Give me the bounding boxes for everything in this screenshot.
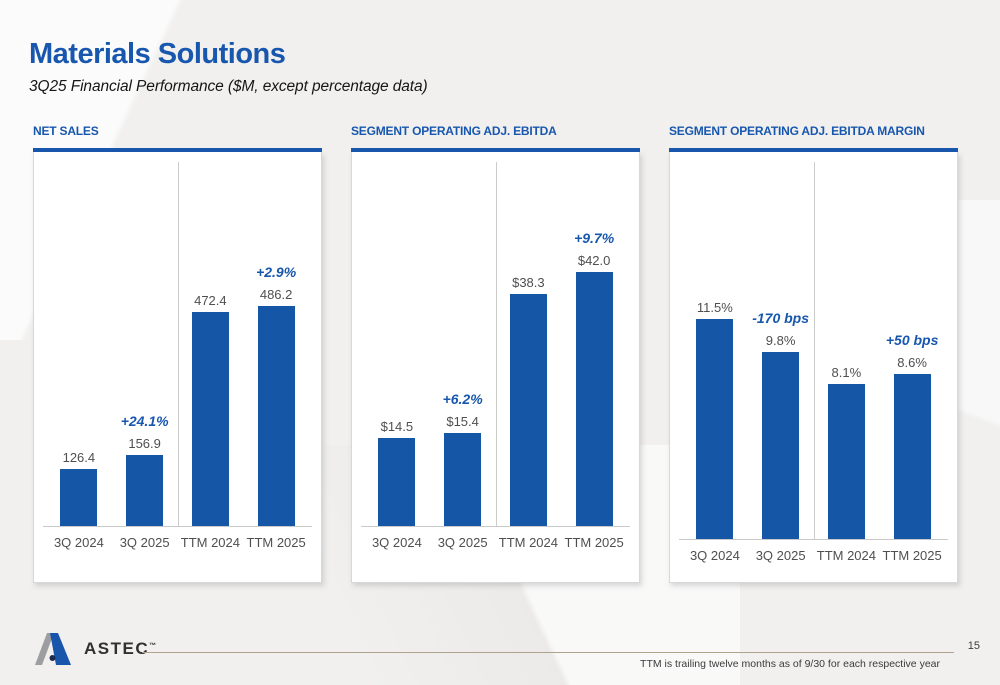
bar — [126, 455, 164, 526]
bar-group-3q-2024: $14.5 — [364, 419, 430, 526]
category-label: TTM 2024 — [816, 548, 876, 563]
category-label: 3Q 2025 — [437, 535, 488, 550]
category-label: 3Q 2024 — [371, 535, 422, 550]
footer-divider-line — [142, 652, 954, 653]
change-annotation: +9.7% — [574, 230, 615, 246]
plot-area: 11.5% -170 bps 9.8% 8.1% +50 bps 8.6% — [679, 152, 948, 540]
quarter-ttm-divider-line — [495, 162, 497, 526]
category-label: 3Q 2025 — [755, 548, 806, 563]
bar-value-label: $38.3 — [512, 275, 545, 290]
astec-logo: ASTEC™ — [33, 630, 156, 668]
quarter-ttm-divider-line — [177, 162, 179, 526]
bar — [378, 438, 416, 526]
bar-group-ttm-2024: 472.4 — [178, 293, 244, 526]
bar-value-label: 156.9 — [128, 436, 161, 451]
chart-heading-rule — [33, 148, 322, 152]
bar-value-label: 8.1% — [831, 365, 862, 380]
bar-group-3q-2024: 11.5% — [682, 300, 748, 539]
category-label: 3Q 2025 — [119, 535, 170, 550]
slide-footer: ASTEC™ 15 TTM is trailing twelve months … — [0, 625, 1000, 685]
plot-bars: $14.5 +6.2% $15.4 $38.3 +9.7% $42.0 — [361, 152, 630, 526]
chart-heading-rule — [351, 148, 640, 152]
charts-row: NET SALES 126.4 +24.1% 156.9 472.4 +2.9% 486.… — [33, 124, 958, 583]
trademark-symbol: ™ — [149, 642, 157, 650]
chart-panel: 126.4 +24.1% 156.9 472.4 +2.9% 486.2 3Q 2024 3… — [33, 152, 322, 583]
category-label: TTM 2025 — [882, 548, 942, 563]
chart-heading: SEGMENT OPERATING ADJ. EBITDA MARGIN — [669, 124, 925, 138]
bar-group-ttm-2025: +50 bps 8.6% — [879, 332, 945, 539]
chart-segment-operating-adj-ebitda: SEGMENT OPERATING ADJ. EBITDA $14.5 +6.2%… — [351, 124, 640, 583]
chart-heading-rule — [669, 148, 958, 152]
bar — [696, 319, 734, 539]
category-axis: 3Q 2024 3Q 2025 TTM 2024 TTM 2025 — [361, 527, 630, 550]
bar — [575, 272, 613, 526]
chart-heading: SEGMENT OPERATING ADJ. EBITDA — [351, 124, 557, 138]
bar — [509, 294, 547, 526]
bar-group-3q-2025: -170 bps 9.8% — [748, 310, 814, 539]
bar-group-ttm-2025: +2.9% 486.2 — [243, 264, 309, 526]
astec-logo-text: ASTEC™ — [84, 639, 157, 658]
category-axis: 3Q 2024 3Q 2025 TTM 2024 TTM 2025 — [679, 540, 948, 563]
change-annotation: +2.9% — [256, 264, 297, 280]
quarter-ttm-divider-line — [813, 162, 815, 539]
category-label: 3Q 2024 — [53, 535, 104, 550]
bar-group-3q-2024: 126.4 — [46, 450, 112, 526]
category-label: TTM 2025 — [564, 535, 624, 550]
category-label: TTM 2025 — [246, 535, 306, 550]
bar — [827, 384, 865, 539]
chart-heading: NET SALES — [33, 124, 99, 138]
bar — [60, 469, 98, 526]
change-annotation: +24.1% — [120, 413, 169, 429]
category-axis: 3Q 2024 3Q 2025 TTM 2024 TTM 2025 — [43, 527, 312, 550]
astec-logo-icon — [35, 633, 71, 665]
plot-area: $14.5 +6.2% $15.4 $38.3 +9.7% $42.0 — [361, 152, 630, 527]
chart-panel: $14.5 +6.2% $15.4 $38.3 +9.7% $42.0 3Q 2024 3Q… — [351, 152, 640, 583]
bar — [762, 352, 800, 539]
bar-value-label: $42.0 — [577, 253, 611, 268]
bar-group-ttm-2025: +9.7% $42.0 — [561, 230, 627, 526]
bar — [893, 374, 931, 539]
category-label: TTM 2024 — [180, 535, 240, 550]
bar — [191, 312, 229, 526]
slide-title: Materials Solutions — [29, 38, 286, 70]
bar-group-3q-2025: +24.1% 156.9 — [112, 413, 178, 526]
change-annotation: +50 bps — [885, 332, 939, 348]
chart-net-sales: NET SALES 126.4 +24.1% 156.9 472.4 +2.9% 486.… — [33, 124, 322, 583]
chart-panel: 11.5% -170 bps 9.8% 8.1% +50 bps 8.6% 3Q 2024… — [669, 152, 958, 583]
chart-segment-operating-adj-ebitda-margin: SEGMENT OPERATING ADJ. EBITDA MARGIN 11.… — [669, 124, 958, 583]
bar-value-label: 126.4 — [62, 450, 96, 465]
slide-subtitle: 3Q25 Financial Performance ($M, except p… — [29, 78, 428, 95]
bar-group-3q-2025: +6.2% $15.4 — [430, 391, 496, 526]
change-annotation: +6.2% — [442, 391, 483, 407]
bar-value-label: $15.4 — [446, 414, 479, 429]
plot-bars: 11.5% -170 bps 9.8% 8.1% +50 bps 8.6% — [679, 152, 948, 539]
bar — [257, 306, 295, 526]
bar — [444, 433, 482, 526]
footnote: TTM is trailing twelve months as of 9/30… — [640, 658, 940, 670]
bar-group-ttm-2024: $38.3 — [496, 275, 562, 526]
plot-area: 126.4 +24.1% 156.9 472.4 +2.9% 486.2 — [43, 152, 312, 527]
plot-bars: 126.4 +24.1% 156.9 472.4 +2.9% 486.2 — [43, 152, 312, 526]
bar-value-label: 11.5% — [696, 300, 733, 315]
bar-group-ttm-2024: 8.1% — [814, 365, 880, 539]
bar-value-label: 9.8% — [765, 333, 796, 348]
bar-value-label: 486.2 — [259, 287, 293, 302]
change-annotation: -170 bps — [752, 310, 810, 326]
category-label: TTM 2024 — [498, 535, 558, 550]
category-label: 3Q 2024 — [689, 548, 740, 563]
bar-value-label: 472.4 — [194, 293, 227, 308]
slide-header: Materials Solutions 3Q25 Financial Perfo… — [29, 38, 428, 96]
page-number: 15 — [967, 640, 980, 652]
bar-value-label: 8.6% — [897, 355, 927, 370]
bar-value-label: $14.5 — [380, 419, 414, 434]
